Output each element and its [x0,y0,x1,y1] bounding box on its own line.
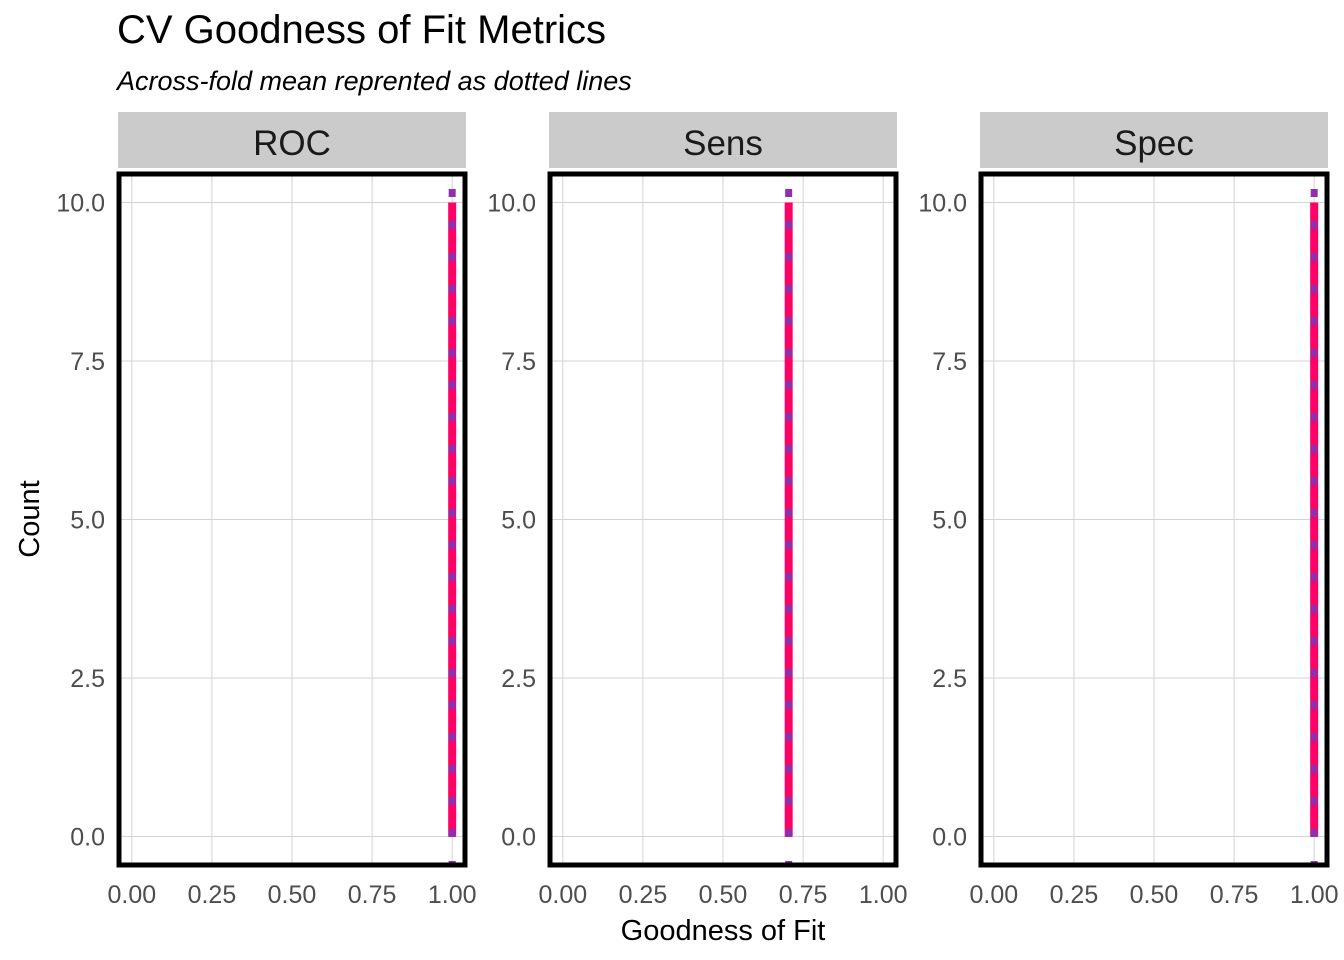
x-tick-label-sens-1: 0.25 [619,881,668,909]
facet-spec: Spec 0.0 2.5 5.0 7.5 10.0 0.00 0.25 0.50 0.75 1.00 [918,112,1339,909]
x-tick-label-roc-2: 0.50 [268,881,317,909]
x-tick-label-roc-3: 0.75 [348,881,397,909]
x-tick-label-sens-3: 0.75 [779,881,828,909]
x-tick-label-spec-3: 0.75 [1210,881,1259,909]
y-tick-label-spec-0: 0.0 [932,823,967,851]
y-tick-label-roc-2: 5.0 [70,507,105,535]
y-tick-label-sens-4: 10.0 [487,190,536,218]
facet-label-sens: Sens [683,124,763,163]
y-tick-label-spec-3: 7.5 [932,348,967,376]
y-axis-label: Count [14,480,46,557]
x-tick-label-spec-0: 0.00 [969,881,1018,909]
panel-border-roc [116,171,468,868]
chart-subtitle: Across-fold mean reprented as dotted lin… [117,66,632,96]
x-tick-label-roc-1: 0.25 [188,881,237,909]
histogram-bar-sens-0 [784,202,793,837]
histogram-bar-roc-0 [448,202,457,837]
x-tick-label-sens-4: 1.00 [859,881,908,909]
x-tick-label-sens-2: 0.50 [699,881,748,909]
y-tick-label-sens-1: 2.5 [501,665,536,693]
y-tick-label-sens-0: 0.0 [501,823,536,851]
x-tick-label-spec-1: 0.25 [1050,881,1099,909]
y-tick-label-roc-1: 2.5 [70,665,105,693]
x-axis-label: Goodness of Fit [621,915,826,947]
facet-label-spec: Spec [1114,124,1194,163]
x-tick-label-roc-0: 0.00 [107,881,156,909]
y-tick-label-sens-3: 7.5 [501,348,536,376]
histogram-bar-spec-0 [1310,202,1319,837]
x-tick-label-spec-4: 1.00 [1290,881,1339,909]
panel-border-sens [547,171,899,868]
x-tick-label-spec-2: 0.50 [1130,881,1179,909]
facet-strip-roc [118,112,466,168]
y-tick-label-sens-2: 5.0 [501,507,536,535]
y-tick-label-roc-0: 0.0 [70,823,105,851]
facet-strip-sens [549,112,897,168]
y-tick-label-roc-4: 10.0 [56,190,105,218]
y-tick-label-spec-4: 10.0 [918,190,967,218]
facet-roc: ROC 0.0 2.5 5.0 7.5 10.0 0.00 0.25 0.50 0.75 1.00 [56,112,477,909]
facet-strip-spec [980,112,1328,168]
panel-border-spec [978,171,1330,868]
y-tick-label-spec-1: 2.5 [932,665,967,693]
x-tick-label-sens-0: 0.00 [538,881,587,909]
facet-sens: Sens 0.0 2.5 5.0 7.5 10.0 0.00 0.25 0.50 0.75 1.00 [487,112,908,909]
y-tick-label-spec-2: 5.0 [932,507,967,535]
chart-title: CV Goodness of Fit Metrics [117,8,607,52]
facet-label-roc: ROC [253,124,331,163]
x-tick-label-roc-4: 1.00 [428,881,477,909]
y-tick-label-roc-3: 7.5 [70,348,105,376]
